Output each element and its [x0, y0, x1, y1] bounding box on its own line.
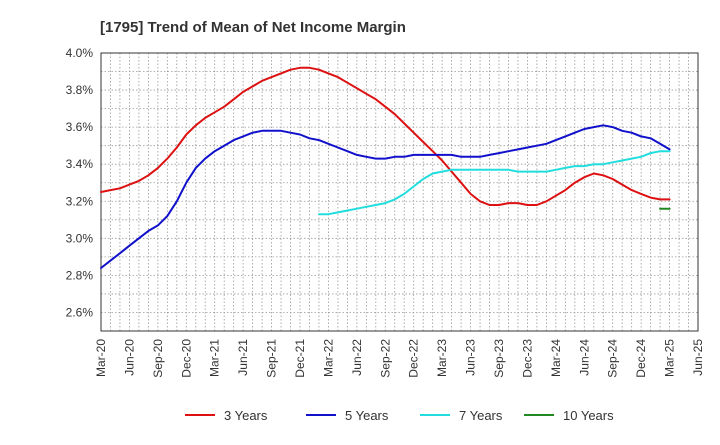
x-tick-label: Sep-24: [606, 339, 620, 378]
legend-item-10-years: 10 Years: [524, 408, 614, 423]
legend-label: 5 Years: [345, 408, 389, 423]
y-tick-label: 3.4%: [66, 157, 94, 171]
x-tick-label: Jun-22: [350, 339, 364, 376]
series-line-7-years: [318, 150, 671, 216]
legend-label: 10 Years: [563, 408, 614, 423]
x-tick-label: Mar-23: [435, 339, 449, 377]
series-line-5-years: [100, 124, 671, 269]
x-tick-label: Mar-20: [94, 339, 108, 377]
y-tick-label: 2.6%: [66, 305, 94, 319]
x-tick-label: Jun-24: [577, 339, 591, 376]
x-tick-label: Sep-21: [265, 339, 279, 378]
chart-title: [1795] Trend of Mean of Net Income Margi…: [100, 19, 406, 36]
x-tick-label: Jun-23: [464, 339, 478, 376]
grid-lines: [101, 53, 698, 331]
x-tick-label: Dec-20: [179, 339, 193, 378]
x-tick-label: Sep-22: [378, 339, 392, 378]
x-tick-label: Dec-22: [407, 339, 421, 378]
plot-area: [100, 52, 699, 332]
x-axis-ticks: Mar-20 Jun-20 Sep-20 Dec-20 Mar-21 Jun-21 Sep-…: [94, 339, 705, 378]
legend-item-5-years: 5 Years: [306, 408, 389, 423]
series-line-3-years: [100, 66, 671, 206]
y-tick-label: 3.0%: [66, 231, 94, 245]
y-tick-label: 3.8%: [66, 83, 94, 97]
x-tick-label: Sep-20: [151, 339, 165, 378]
legend-item-3-years: 3 Years: [185, 408, 268, 423]
x-tick-label: Mar-24: [549, 339, 563, 377]
y-tick-label: 2.8%: [66, 268, 94, 282]
legend-label: 7 Years: [459, 408, 503, 423]
x-tick-label: Jun-21: [236, 339, 250, 376]
x-tick-label: Jun-25: [691, 339, 705, 376]
y-axis-ticks: 2.6% 2.8% 3.0% 3.2% 3.4% 3.6% 3.8% 4.0%: [66, 46, 94, 319]
x-tick-label: Mar-25: [663, 339, 677, 377]
series-lines: [100, 66, 671, 269]
x-tick-label: Sep-23: [492, 339, 506, 378]
x-tick-label: Dec-21: [293, 339, 307, 378]
x-tick-label: Mar-21: [208, 339, 222, 377]
legend-label: 3 Years: [224, 408, 268, 423]
legend: 3 Years 5 Years 7 Years 10 Years: [185, 408, 614, 423]
x-tick-label: Mar-22: [321, 339, 335, 377]
y-tick-label: 4.0%: [66, 46, 94, 60]
y-tick-label: 3.6%: [66, 120, 94, 134]
x-tick-label: Dec-23: [520, 339, 534, 378]
y-tick-label: 3.2%: [66, 194, 94, 208]
legend-item-7-years: 7 Years: [420, 408, 503, 423]
x-tick-label: Dec-24: [634, 339, 648, 378]
x-tick-label: Jun-20: [122, 339, 136, 376]
